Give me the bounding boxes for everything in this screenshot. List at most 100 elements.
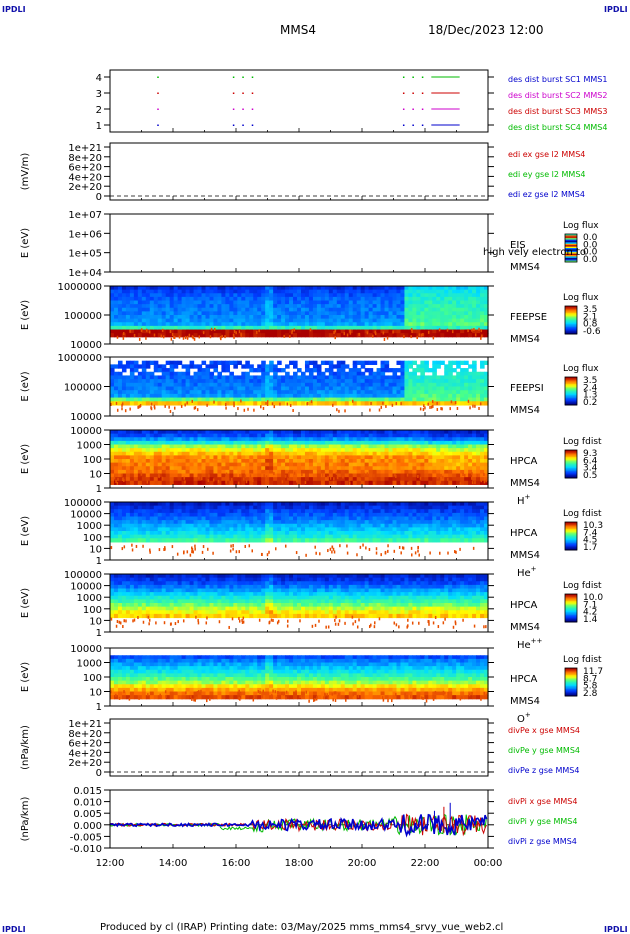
heatmap-cell [221,451,226,456]
heatmap-cell [340,440,346,446]
heatmap-cell [169,393,175,399]
heatmap-cell [344,307,350,312]
heatmap-cell [416,473,421,478]
heatmap-cell [213,304,219,309]
heatmap-cell [157,437,163,442]
heatmap-cell [165,459,171,464]
heatmap-cell [269,322,274,327]
heatmap-cell [304,386,310,391]
heatmap-cell [340,397,346,402]
heatmap-cell [110,311,115,316]
heatmap-cell [300,382,306,388]
burst-point [412,76,414,78]
heatmap-speck [336,408,338,412]
heatmap-cell [412,397,417,402]
heatmap-cell [460,455,465,460]
heatmap-cell [245,382,250,388]
heatmap-cell [149,315,155,320]
heatmap-cell [173,364,179,369]
heatmap-cell [257,459,262,464]
heatmap-cell [428,469,433,475]
heatmap-cell [316,505,322,510]
heatmap-speck [186,335,189,339]
heatmap-cell [336,386,342,391]
heatmap-cell [165,360,171,365]
heatmap-cell [153,502,159,507]
heatmap-cell [324,455,330,460]
heatmap-cell [245,430,250,435]
colorbar-band [565,398,577,400]
heatmap-cell [448,300,453,305]
heatmap-cell [261,333,266,338]
heatmap-cell [265,433,270,438]
heatmap-cell [388,322,394,327]
heatmap-speck [403,335,405,339]
heatmap-cell [153,523,159,528]
heatmap-cell [356,440,362,446]
heatmap-cell [277,502,282,507]
heatmap-speck [225,472,228,476]
heatmap-cell [328,433,334,438]
heatmap-cell [376,322,382,327]
heatmap-cell [344,315,350,320]
heatmap-cell [336,451,342,456]
heatmap-cell [221,401,226,406]
heatmap-cell [376,430,382,435]
heatmap-cell [444,448,449,453]
heatmap-cell [484,390,489,395]
heatmap-cell [209,437,215,442]
heatmap-cell [396,318,402,323]
heatmap-cell [281,534,286,539]
heatmap-cell [201,311,207,316]
heatmap-cell [420,371,425,377]
heatmap-cell [261,433,266,438]
heatmap-cell [372,360,378,365]
heatmap-cell [328,286,334,291]
heatmap-cell [281,459,286,464]
heatmap-cell [293,315,298,320]
heatmap-cell [213,397,219,402]
heatmap-cell [177,538,183,543]
heatmap-cell [368,311,374,316]
heatmap-cell [376,325,382,331]
heatmap-cell [205,448,211,453]
heatmap-cell [153,520,159,525]
heatmap-cell [356,325,362,331]
heatmap-speck [262,406,265,410]
heatmap-cell [285,289,290,294]
heatmap-cell [297,390,302,395]
colorbar-band [565,308,577,311]
heatmap-cell [209,502,215,507]
heatmap-cell [484,466,489,471]
heatmap-cell [460,300,465,305]
heatmap-cell [328,375,334,380]
heatmap-cell [273,462,278,467]
heatmap-cell [456,430,461,435]
heatmap-cell [452,397,457,402]
heatmap-cell [376,296,382,302]
heatmap-cell [468,401,473,406]
heatmap-cell [440,307,445,312]
colorbar-band [565,239,577,242]
heatmap-cell [193,296,199,302]
heatmap-cell [269,325,274,331]
heatmap-cell [177,397,183,402]
heatmap-cell [117,520,123,525]
heatmap-cell [300,393,306,399]
heatmap-cell [340,296,346,302]
colorbar-tick-label: 0.0 [583,233,598,243]
heatmap-cell [225,534,230,539]
heatmap-cell [293,505,298,510]
heatmap-cell [221,520,226,525]
heatmap-cell [245,300,250,305]
heatmap-cell [304,466,310,471]
heatmap-cell [344,371,350,377]
heatmap-cell [484,430,489,435]
heatmap-cell [484,448,489,453]
heatmap-cell [320,448,326,453]
heatmap-cell [285,505,290,510]
heatmap-cell [308,393,314,399]
heatmap-cell [173,523,179,528]
heatmap-cell [452,390,457,395]
heatmap-cell [300,300,306,305]
